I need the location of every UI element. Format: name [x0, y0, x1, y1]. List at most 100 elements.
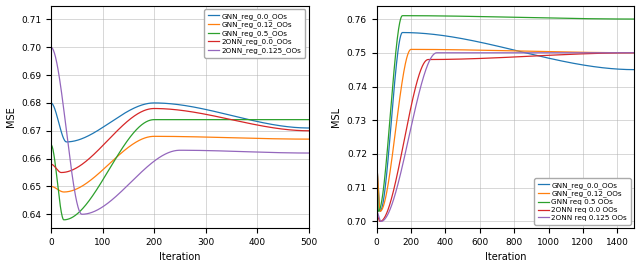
GNN_reg_0.12_OOs — [204, 136, 212, 139]
Line: 2ONN req 0.0 OOs: 2ONN req 0.0 OOs — [377, 53, 634, 221]
GNN_reg_0.5_OOs — [60, 218, 68, 221]
GNN_reg_0.12_OOs — [579, 51, 587, 54]
GNN_reg_0.0_OOs — [399, 31, 407, 34]
2ONN_reg_0.125_OOs — [63, 132, 70, 135]
2ONN_reg_0.0_OOs — [212, 115, 220, 118]
GNN_reg_0.0_OOs — [63, 140, 70, 143]
GNN req 0.5 OOs — [579, 17, 587, 20]
Line: GNN_reg_0.5_OOs: GNN_reg_0.5_OOs — [51, 120, 308, 220]
2ONN_reg_0.0_OOs — [305, 129, 312, 132]
GNN_reg_0.5_OOs — [204, 118, 212, 121]
GNN_reg_0.12_OOs — [399, 73, 407, 77]
2ONN req 0.125 OOs — [377, 220, 385, 223]
2ONN_reg_0.0_OOs — [243, 121, 251, 125]
GNN_reg_0.12_OOs — [150, 135, 158, 138]
GNN_reg_0.0_OOs — [477, 41, 485, 44]
GNN req 0.5 OOs — [374, 210, 382, 213]
GNN req 0.5 OOs — [373, 166, 381, 169]
GNN_reg_0.12_OOs — [376, 210, 384, 213]
2ONN_reg_0.125_OOs — [243, 150, 251, 153]
GNN_reg_0.5_OOs — [212, 118, 220, 121]
Line: GNN_reg_0.0_OOs: GNN_reg_0.0_OOs — [51, 103, 308, 142]
X-axis label: Iteration: Iteration — [159, 252, 200, 262]
GNN req 0.5 OOs — [477, 15, 485, 18]
2ONN req 0.0 OOs — [550, 53, 558, 57]
GNN_reg_0.5_OOs — [63, 218, 71, 221]
2ONN req 0.0 OOs — [477, 57, 485, 60]
GNN_reg_0.0_OOs — [47, 101, 55, 105]
Line: 2ONN req 0.125 OOs: 2ONN req 0.125 OOs — [377, 53, 634, 221]
2ONN_reg_0.125_OOs — [212, 149, 220, 152]
GNN req 0.5 OOs — [399, 14, 407, 17]
GNN_reg_0.0_OOs — [630, 68, 638, 71]
GNN_reg_0.0_OOs — [204, 108, 212, 111]
GNN_reg_0.0_OOs — [63, 140, 71, 143]
Legend: GNN_reg_0.0_OOs, GNN_reg_0.12_OOs, GNN_reg_0.5_OOs, 2ONN_reg_0.0_OOs, 2ONN_reg_0: GNN_reg_0.0_OOs, GNN_reg_0.12_OOs, GNN_r… — [204, 9, 305, 58]
2ONN_reg_0.0_OOs — [198, 112, 205, 115]
GNN req 0.5 OOs — [487, 15, 495, 18]
2ONN req 0.0 OOs — [630, 51, 638, 54]
GNN_reg_0.12_OOs — [477, 49, 485, 52]
GNN_reg_0.12_OOs — [60, 190, 68, 193]
GNN_reg_0.0_OOs — [373, 166, 381, 169]
Line: 2ONN_reg_0.125_OOs: 2ONN_reg_0.125_OOs — [51, 47, 308, 214]
GNN_reg_0.0_OOs — [550, 58, 558, 61]
Line: GNN req 0.5 OOs: GNN req 0.5 OOs — [377, 16, 634, 211]
GNN_reg_0.12_OOs — [574, 51, 582, 54]
2ONN req 0.125 OOs — [399, 161, 407, 164]
GNN req 0.5 OOs — [574, 17, 582, 20]
2ONN req 0.125 OOs — [477, 51, 485, 54]
GNN_reg_0.5_OOs — [198, 118, 205, 121]
X-axis label: Iteration: Iteration — [485, 252, 526, 262]
2ONN_reg_0.125_OOs — [305, 151, 312, 155]
2ONN req 0.0 OOs — [373, 213, 381, 216]
GNN_reg_0.0_OOs — [212, 110, 220, 113]
GNN_reg_0.12_OOs — [212, 136, 220, 139]
Line: GNN_reg_0.0_OOs: GNN_reg_0.0_OOs — [377, 32, 634, 211]
2ONN req 0.125 OOs — [373, 210, 381, 213]
GNN_reg_0.5_OOs — [243, 118, 251, 121]
GNN_reg_0.0_OOs — [487, 43, 495, 46]
Y-axis label: MSE: MSE — [6, 106, 15, 127]
GNN_reg_0.0_OOs — [399, 31, 406, 34]
2ONN req 0.0 OOs — [399, 143, 407, 147]
2ONN_reg_0.125_OOs — [204, 149, 212, 152]
GNN_reg_0.0_OOs — [305, 126, 312, 130]
GNN_reg_0.12_OOs — [373, 166, 381, 169]
2ONN_reg_0.0_OOs — [47, 163, 55, 166]
Legend: GNN_reg_0.0_OOs, GNN_reg_0.12_OOs, GNN req 0.5 OOs, 2ONN req 0.0 OOs, 2ONN req 0: GNN_reg_0.0_OOs, GNN_reg_0.12_OOs, GNN r… — [534, 178, 631, 225]
GNN_reg_0.12_OOs — [63, 190, 71, 193]
Y-axis label: MSL: MSL — [332, 107, 341, 127]
Line: GNN_reg_0.12_OOs: GNN_reg_0.12_OOs — [51, 136, 308, 192]
GNN req 0.5 OOs — [630, 17, 638, 21]
2ONN req 0.125 OOs — [630, 51, 638, 54]
GNN req 0.5 OOs — [550, 17, 558, 20]
GNN_reg_0.12_OOs — [269, 137, 277, 140]
GNN_reg_0.0_OOs — [579, 63, 587, 66]
GNN_reg_0.0_OOs — [376, 210, 384, 213]
GNN_reg_0.0_OOs — [243, 118, 251, 121]
2ONN_reg_0.0_OOs — [269, 126, 277, 129]
2ONN req 0.125 OOs — [433, 51, 441, 54]
2ONN req 0.125 OOs — [487, 51, 495, 54]
2ONN_reg_0.0_OOs — [204, 113, 212, 116]
GNN_reg_0.0_OOs — [269, 123, 277, 126]
GNN_reg_0.0_OOs — [574, 62, 582, 66]
2ONN_reg_0.125_OOs — [197, 149, 205, 152]
GNN_reg_0.5_OOs — [150, 118, 158, 121]
GNN_reg_0.12_OOs — [408, 48, 415, 51]
2ONN req 0.0 OOs — [574, 53, 582, 56]
2ONN_reg_0.125_OOs — [78, 213, 86, 216]
2ONN_reg_0.0_OOs — [63, 170, 71, 173]
GNN_reg_0.12_OOs — [198, 135, 205, 139]
GNN_reg_0.12_OOs — [243, 136, 251, 140]
GNN_reg_0.5_OOs — [305, 118, 312, 121]
2ONN_reg_0.125_OOs — [47, 46, 55, 49]
2ONN req 0.0 OOs — [486, 57, 494, 60]
2ONN req 0.0 OOs — [376, 220, 384, 223]
GNN_reg_0.0_OOs — [197, 107, 205, 110]
2ONN req 0.125 OOs — [579, 51, 587, 54]
GNN_reg_0.5_OOs — [47, 143, 55, 146]
GNN_reg_0.5_OOs — [269, 118, 277, 121]
2ONN req 0.125 OOs — [574, 51, 582, 54]
